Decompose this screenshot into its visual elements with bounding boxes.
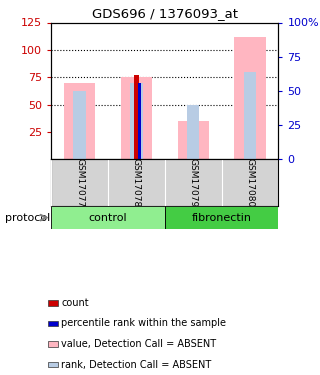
Text: GSM17079: GSM17079 [189, 158, 198, 207]
Text: GSM17077: GSM17077 [75, 158, 84, 207]
Title: GDS696 / 1376093_at: GDS696 / 1376093_at [92, 7, 238, 20]
Text: count: count [61, 298, 89, 308]
Bar [48, 362, 59, 368]
FancyBboxPatch shape [51, 206, 165, 229]
Text: percentile rank within the sample: percentile rank within the sample [61, 318, 227, 328]
Bar [64, 83, 95, 159]
Text: value, Detection Call = ABSENT: value, Detection Call = ABSENT [61, 339, 217, 349]
Bar [138, 83, 141, 159]
Bar [48, 300, 59, 306]
Text: GSM17080: GSM17080 [245, 158, 254, 207]
Bar [244, 72, 256, 159]
Bar [133, 75, 139, 159]
Text: protocol: protocol [5, 213, 50, 223]
Bar [130, 83, 143, 159]
Bar [73, 92, 86, 159]
Bar [48, 341, 59, 347]
Bar [48, 321, 59, 326]
FancyBboxPatch shape [165, 206, 278, 229]
Text: rank, Detection Call = ABSENT: rank, Detection Call = ABSENT [61, 360, 212, 370]
Bar [121, 77, 152, 159]
Bar [178, 121, 209, 159]
Text: control: control [89, 213, 127, 223]
Bar [234, 37, 266, 159]
Text: fibronectin: fibronectin [192, 213, 252, 223]
Bar [187, 105, 199, 159]
Text: GSM17078: GSM17078 [132, 158, 141, 207]
